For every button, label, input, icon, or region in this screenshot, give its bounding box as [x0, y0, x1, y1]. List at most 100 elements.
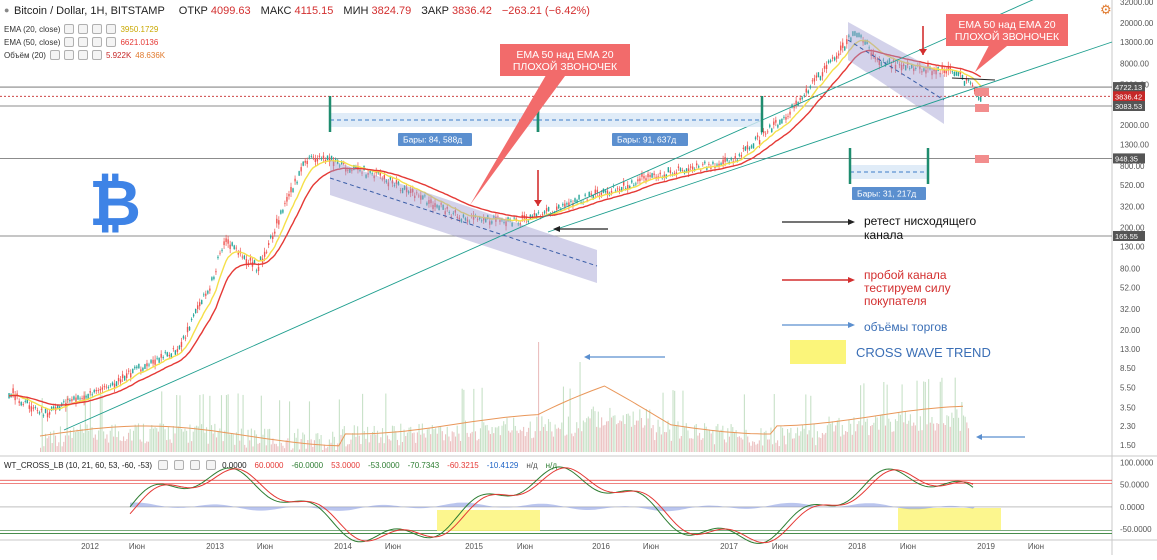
candle-body: [395, 180, 398, 185]
time-tick-label: Июн: [257, 542, 273, 551]
candle-body: [787, 115, 789, 117]
candle-body: [245, 259, 248, 265]
candle-body: [196, 305, 199, 310]
settings-icon[interactable]: [78, 24, 89, 34]
candle-body: [586, 199, 588, 201]
volume-bar: [479, 428, 481, 452]
indicator-ema20[interactable]: EMA (20, close) 3950.1729: [4, 24, 158, 34]
volume-bar: [788, 432, 790, 452]
candle-body: [580, 201, 582, 203]
volume-bar: [388, 439, 390, 452]
volume-bar: [787, 428, 789, 452]
volume-bar: [486, 424, 488, 452]
volume-bar: [715, 426, 717, 452]
candle-body: [257, 266, 260, 271]
candle-body: [789, 111, 791, 115]
indicator-ema50[interactable]: EMA (50, close) 6621.0136: [4, 37, 158, 47]
more-icon[interactable]: [206, 460, 217, 470]
volume-bar: [161, 391, 163, 452]
more-icon[interactable]: [106, 24, 117, 34]
indicator-volume[interactable]: Объём (20) 5.922K 48.636K: [4, 50, 165, 60]
volume-bar: [587, 416, 589, 452]
bitcoin-logo: ₿: [89, 167, 141, 241]
candle-body: [351, 170, 353, 172]
candle-body: [813, 78, 816, 82]
volume-bar: [79, 424, 81, 452]
candle-body: [235, 247, 237, 249]
eye-icon[interactable]: [158, 460, 169, 470]
price-tick-label: 2000.00: [1120, 121, 1149, 130]
candle-body: [736, 159, 738, 161]
settings-icon[interactable]: [174, 460, 185, 470]
candle-body: [288, 193, 290, 197]
callout-1-line: ПЛОХОЙ ЗВОНОЧЕК: [513, 60, 618, 73]
candle-body: [947, 65, 949, 71]
volume-bar: [318, 439, 320, 452]
candle-body: [712, 161, 714, 164]
volume-bar: [718, 431, 721, 452]
volume-bar: [866, 418, 868, 452]
wt-value: н/д: [526, 460, 538, 470]
callout-2-line: EMA 50 над EMA 20: [958, 19, 1055, 31]
candle-body: [387, 182, 390, 187]
volume-bar: [69, 430, 71, 452]
eye-icon[interactable]: [64, 24, 75, 34]
symbol-title[interactable]: Bitcoin / Dollar, 1Н, BITSTAMP: [14, 5, 165, 17]
volume-bar: [459, 440, 462, 452]
indicator-value: 3950.1729: [120, 24, 159, 34]
volume-bar: [534, 431, 536, 452]
volume-bar: [858, 421, 860, 452]
candle-body: [870, 52, 872, 56]
settings-icon[interactable]: [78, 37, 89, 47]
legend-yellow-text: CROSS WAVE TREND: [856, 345, 991, 360]
volume-bar: [323, 444, 325, 452]
candle-body: [781, 118, 783, 124]
candle-body: [448, 212, 450, 214]
candle-body: [201, 300, 203, 305]
volume-bar: [214, 423, 216, 452]
legend-blue-head: [848, 322, 855, 328]
wt-value: -53.0000: [367, 460, 400, 470]
volume-bar: [931, 417, 933, 452]
volume-bar: [345, 446, 347, 452]
volume-bar: [446, 426, 448, 452]
candle-body: [769, 124, 771, 128]
candle-body: [134, 366, 136, 369]
candle-body: [34, 407, 37, 408]
candle-body: [292, 188, 294, 193]
candle-body: [880, 61, 883, 66]
candle-body: [32, 407, 35, 409]
more-icon[interactable]: [106, 37, 117, 47]
close-icon[interactable]: [92, 24, 103, 34]
wt-cross-header[interactable]: WT_CROSS_LB (10, 21, 60, 53, -60, -53) 0…: [4, 460, 565, 470]
trend-line: [547, 41, 1113, 233]
volume-bar: [933, 423, 935, 452]
candle-body: [338, 165, 341, 167]
settings-icon[interactable]: [63, 50, 74, 60]
volume-bar: [443, 440, 445, 452]
candle-body: [817, 72, 820, 78]
candle-body: [69, 399, 71, 402]
candle-body: [649, 175, 651, 177]
volume-bar: [415, 442, 417, 452]
volume-bar: [463, 389, 465, 452]
close-icon[interactable]: [92, 37, 103, 47]
close-icon[interactable]: [190, 460, 201, 470]
eye-icon[interactable]: [49, 50, 60, 60]
candle-body: [326, 155, 329, 160]
volume-bar: [582, 420, 584, 452]
volume-bar: [710, 433, 712, 452]
volume-bar: [209, 395, 211, 452]
volume-bar: [926, 424, 928, 452]
volume-bar: [357, 426, 359, 452]
candle-body: [172, 348, 175, 350]
gear-icon[interactable]: ⚙: [1100, 2, 1112, 17]
eye-icon[interactable]: [64, 37, 75, 47]
more-icon[interactable]: [91, 50, 102, 60]
volume-bar: [471, 431, 473, 452]
close-icon[interactable]: [77, 50, 88, 60]
volume-bar: [677, 421, 679, 452]
price-tag-bg: [1113, 153, 1145, 164]
